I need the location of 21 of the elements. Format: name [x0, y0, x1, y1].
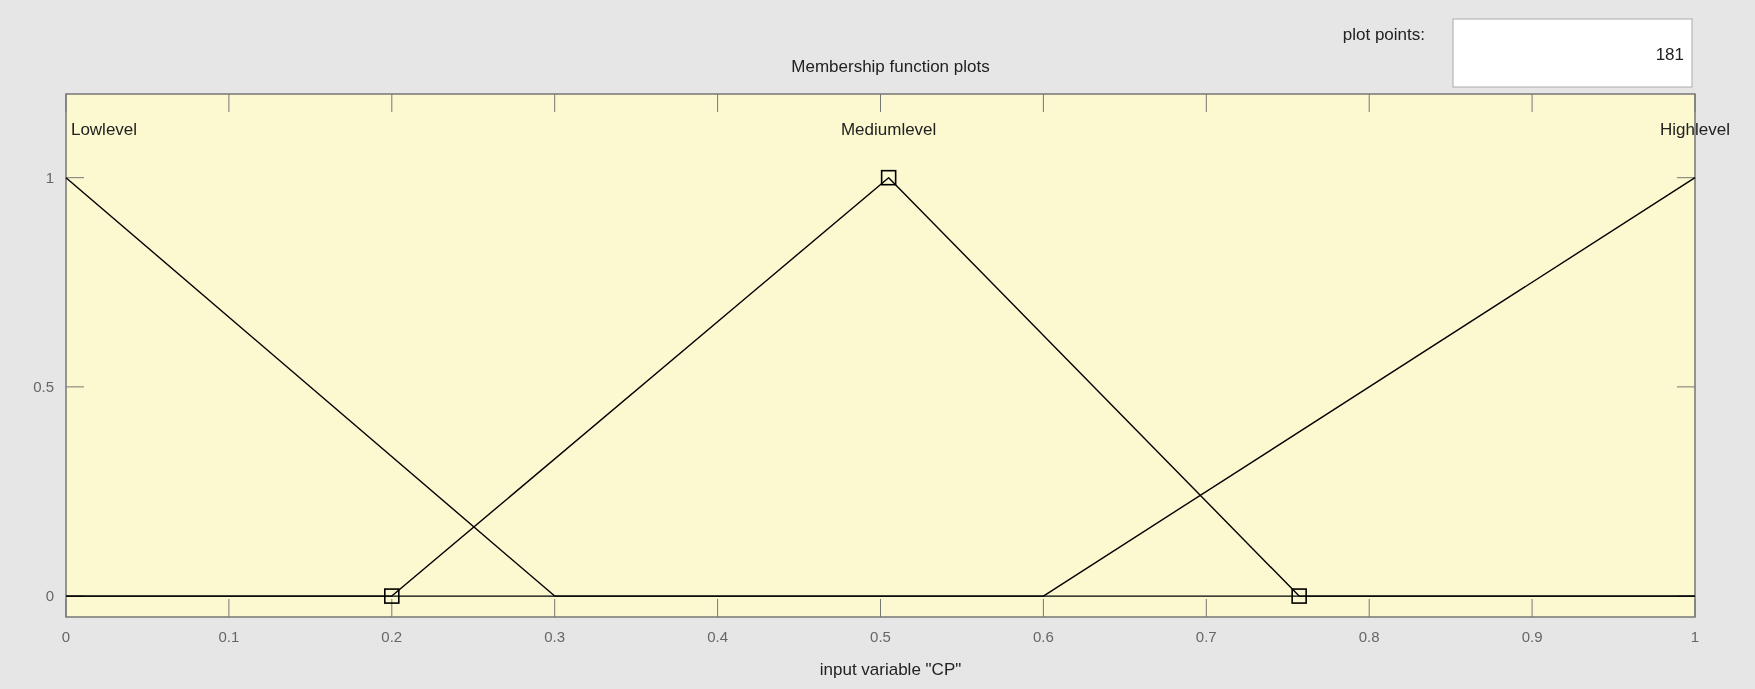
chart-title: Membership function plots	[791, 57, 990, 76]
x-tick-label: 0.6	[1032, 628, 1054, 645]
y-tick-label: 0.5	[33, 377, 54, 395]
x-tick-label: 0	[61, 628, 71, 645]
text: Lowlevel	[70, 120, 138, 139]
x-tick-label: 0.4	[707, 628, 729, 645]
text: plot points:	[1342, 25, 1425, 44]
text: Mediumlevel	[840, 120, 937, 139]
y-tick-label: 0	[45, 587, 54, 605]
x-tick-label: 0.3	[544, 628, 566, 645]
x-tick-label: 0.9	[1521, 628, 1543, 645]
x-tick-label: 0.5	[870, 628, 891, 645]
x-tick-label: 0.1	[218, 628, 240, 645]
x-tick-label: 0.2	[381, 628, 403, 645]
text: 181	[1655, 45, 1684, 64]
y-tick-label: 1	[45, 168, 54, 186]
x-tick-label: 0.7	[1195, 628, 1217, 645]
x-tick-label: 0.8	[1358, 628, 1380, 645]
x-tick-label: 1	[1690, 628, 1700, 645]
text: Highlevel	[1660, 120, 1730, 139]
x-axis-title: input variable "CP"	[819, 660, 962, 679]
